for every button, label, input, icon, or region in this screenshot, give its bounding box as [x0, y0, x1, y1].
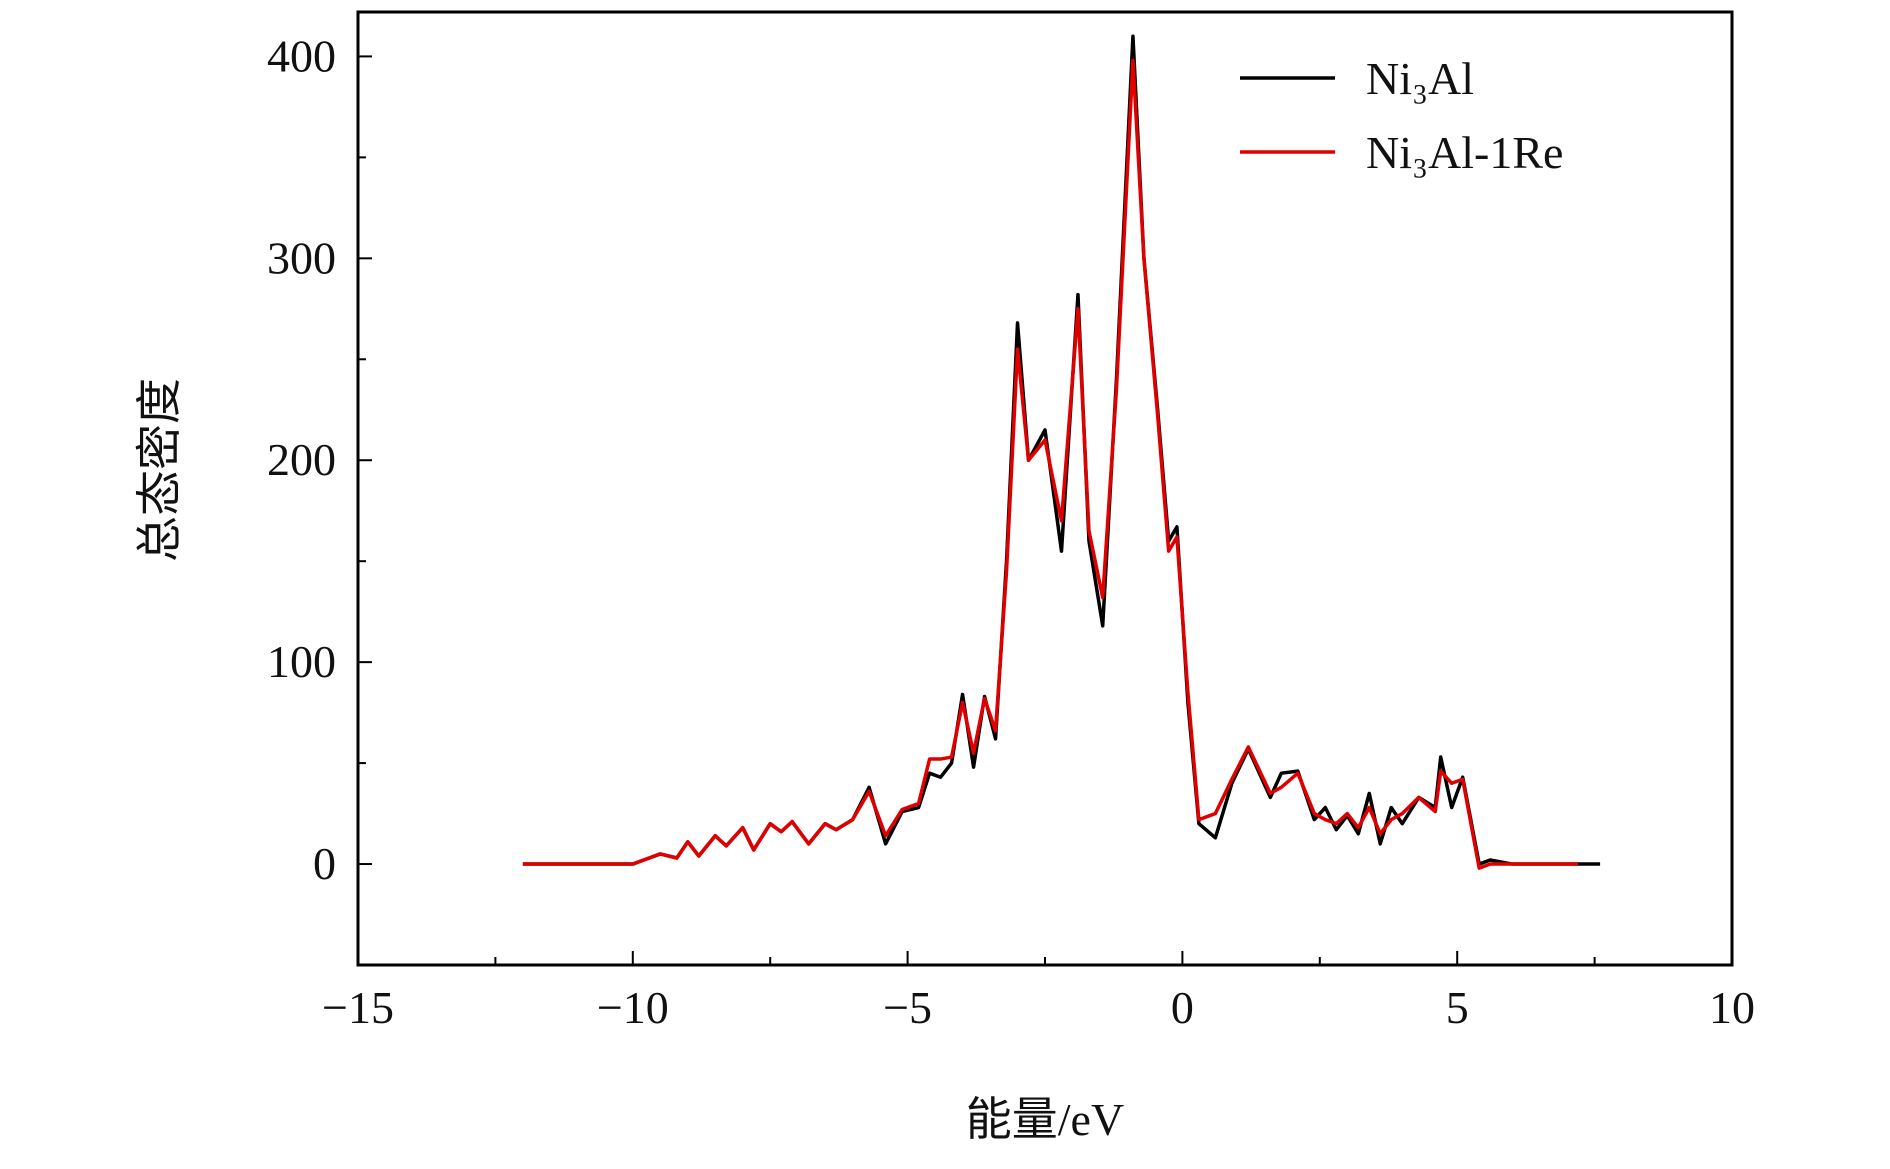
y-tick-label: 0 [313, 838, 336, 889]
y-axis-label: 总态密度 [134, 378, 185, 562]
legend-label: Ni₃Al [1366, 53, 1474, 104]
x-axis-label: 能量/eV [966, 1094, 1124, 1145]
x-tick-label: 10 [1709, 982, 1755, 1033]
plot-frame [356, 10, 1734, 967]
y-tick-label: 300 [267, 232, 336, 283]
y-tick-label: 400 [267, 30, 336, 81]
legend-label: Ni₃Al-1Re [1366, 127, 1563, 178]
series-line [522, 58, 1579, 870]
x-tick-label: 5 [1446, 982, 1469, 1033]
x-tick-label: −15 [322, 982, 394, 1033]
x-tick-label: 0 [1171, 982, 1194, 1033]
y-tick-label: 200 [267, 434, 336, 485]
x-tick-label: −5 [883, 982, 932, 1033]
y-tick-label: 100 [267, 636, 336, 687]
x-tick-label: −10 [597, 982, 669, 1033]
